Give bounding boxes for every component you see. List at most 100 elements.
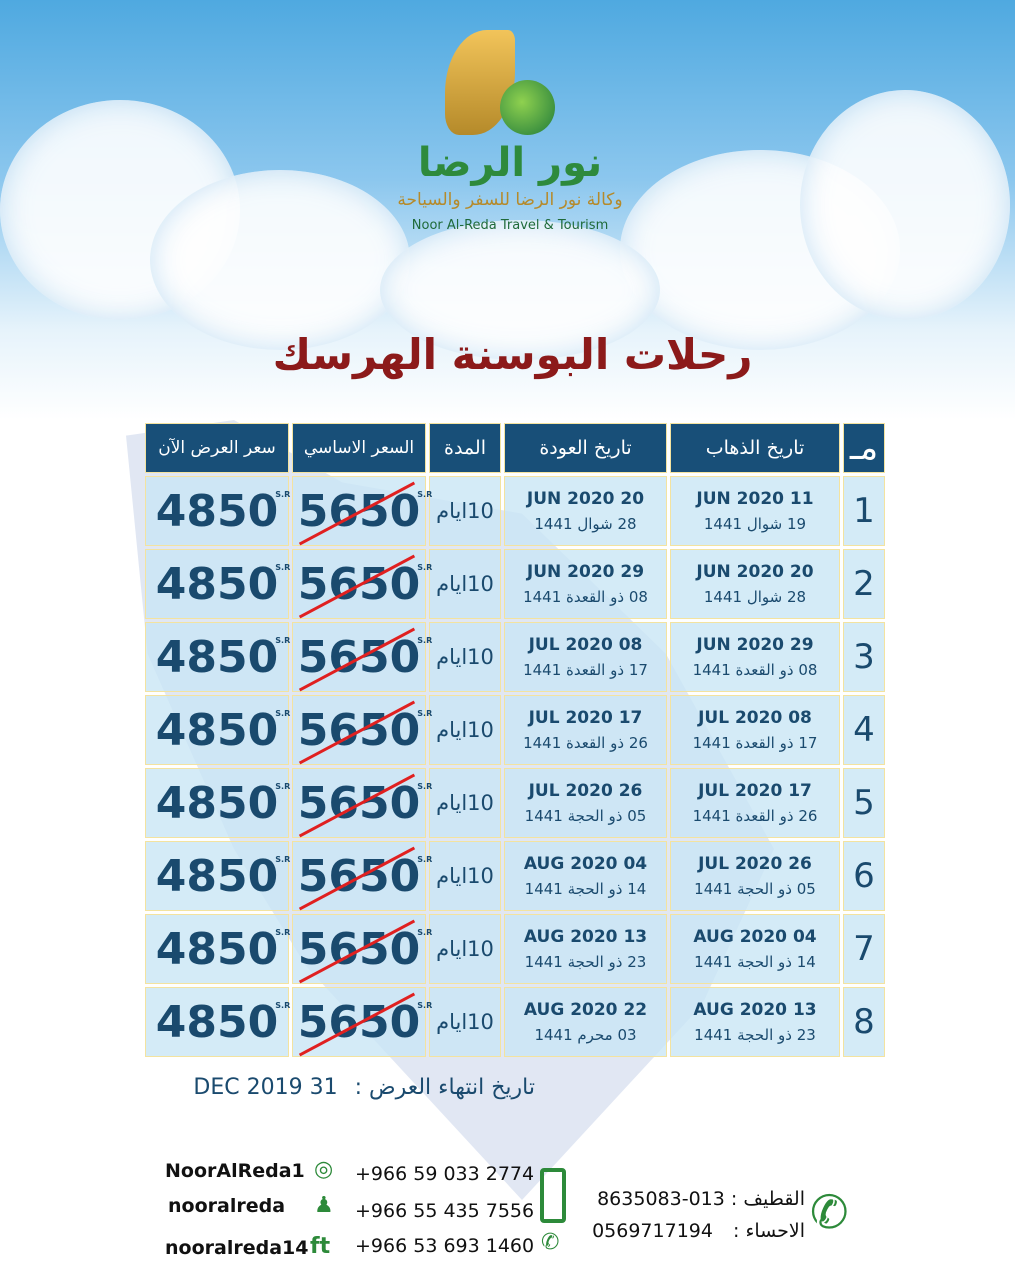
return-cell: 04 AUG 2020 14 ذو الحجة 1441 — [504, 841, 667, 911]
page-title: رحلات البوسنة الهرسك — [272, 330, 753, 379]
currency: S.R — [417, 562, 433, 572]
base-price-cell: 5650S.R — [292, 768, 432, 838]
departure-date: 08 JUL 2020 — [698, 708, 812, 728]
ahsa-number: 0569717194 — [592, 1220, 713, 1242]
return-hijri: 17 ذو القعدة 1441 — [523, 661, 648, 679]
offer-price: 4850 — [155, 558, 279, 610]
return-hijri: 14 ذو الحجة 1441 — [524, 880, 647, 898]
departure-hijri: 28 شوال 1441 — [703, 588, 807, 606]
departure-date: 04 AUG 2020 — [693, 927, 817, 947]
duration: 10ايام — [429, 914, 501, 984]
return-date: 26 JUL 2020 — [528, 781, 643, 801]
return-date: 13 AUG 2020 — [523, 927, 648, 947]
row-number: 5 — [843, 768, 885, 838]
base-price-cell: 5650S.R — [292, 549, 432, 619]
base-price-cell: 5650S.R — [292, 841, 432, 911]
base-price-cell: 5650S.R — [292, 476, 432, 546]
return-date: 17 JUL 2020 — [528, 708, 643, 728]
currency: S.R — [417, 854, 433, 864]
duration: 10ايام — [429, 549, 501, 619]
departure-hijri: 05 ذو الحجة 1441 — [694, 880, 816, 898]
base-price-cell: 5650S.R — [292, 622, 432, 692]
return-date: 04 AUG 2020 — [523, 854, 648, 874]
return-date: 08 JUL 2020 — [528, 635, 643, 655]
globe-icon — [500, 80, 555, 135]
currency: S.R — [275, 708, 291, 718]
duration: 10ايام — [429, 841, 501, 911]
currency: S.R — [417, 489, 433, 499]
currency: S.R — [417, 781, 433, 791]
logo-arabic-name: نور الرضا — [417, 140, 603, 186]
cloud — [380, 220, 660, 360]
departure-hijri: 19 شوال 1441 — [703, 515, 807, 533]
header-departure: تاريخ الذهاب — [670, 423, 840, 473]
departure-hijri: 17 ذو القعدة 1441 — [692, 734, 818, 752]
offer-price-cell: 4850 S.R — [145, 476, 291, 546]
row-number: 7 — [843, 914, 885, 984]
return-date: 20 JUN 2020 — [526, 489, 645, 509]
cloud — [800, 90, 1010, 320]
header-num: مـ — [843, 423, 885, 473]
offer-price: 4850 — [155, 631, 279, 683]
mobile-1: +966 59 033 2774 — [355, 1163, 535, 1185]
table-row: 1 11 JUN 2020 19 شوال 1441 20 JUN 2020 28 … — [145, 476, 885, 546]
logo-arabic-sub: وكالة نور الرضا للسفر والسياحة — [397, 190, 623, 210]
return-hijri: 28 شوال 1441 — [534, 515, 637, 533]
instagram-handle: NoorAlReda1 — [165, 1160, 305, 1182]
duration: 10ايام — [429, 622, 501, 692]
return-hijri: 03 محرم 1441 — [534, 1026, 637, 1044]
return-cell: 22 AUG 2020 03 محرم 1441 — [504, 987, 667, 1057]
departure-cell: 04 AUG 2020 14 ذو الحجة 1441 — [670, 914, 840, 984]
row-number: 2 — [843, 549, 885, 619]
departure-date: 11 JUN 2020 — [696, 489, 814, 509]
return-cell: 13 AUG 2020 23 ذو الحجة 1441 — [504, 914, 667, 984]
currency: S.R — [275, 489, 291, 499]
departure-hijri: 23 ذو الحجة 1441 — [694, 1026, 816, 1044]
offer-price: 4850 — [155, 996, 279, 1048]
phone-icon: ✆ — [810, 1185, 849, 1239]
duration: 10ايام — [429, 768, 501, 838]
return-cell: 29 JUN 2020 08 ذو القعدة 1441 — [504, 549, 667, 619]
qatif-label: القطيف : — [730, 1188, 805, 1210]
departure-cell: 13 AUG 2020 23 ذو الحجة 1441 — [670, 987, 840, 1057]
currency: S.R — [417, 708, 433, 718]
return-hijri: 08 ذو القعدة 1441 — [523, 588, 648, 606]
return-hijri: 05 ذو الحجة 1441 — [524, 807, 647, 825]
currency: S.R — [275, 854, 291, 864]
departure-date: 20 JUN 2020 — [696, 562, 814, 582]
expiry-label: تاريخ انتهاء العرض : — [354, 1075, 535, 1100]
table-row: 8 13 AUG 2020 23 ذو الحجة 1441 22 AUG 202… — [145, 987, 885, 1057]
mobile-2: +966 55 435 7556 — [355, 1200, 535, 1222]
table-header: مـ تاريخ الذهاب تاريخ العودة المدة السعر… — [145, 423, 885, 473]
row-number: 1 — [843, 476, 885, 546]
table-row: 2 20 JUN 2020 28 شوال 1441 29 JUN 2020 08 … — [145, 549, 885, 619]
departure-date: 26 JUL 2020 — [698, 854, 812, 874]
mobile-phone-icon — [540, 1168, 566, 1223]
duration: 10ايام — [429, 476, 501, 546]
row-number: 8 — [843, 987, 885, 1057]
offer-price-cell: 4850 S.R — [145, 768, 290, 838]
departure-date: 17 JUL 2020 — [698, 781, 812, 801]
table-row: 5 17 JUL 2020 26 ذو القعدة 1441 26 JUL 20… — [145, 768, 885, 838]
offer-price-cell: 4850 S.R — [145, 841, 291, 911]
offer-expiry: تاريخ انتهاء العرض : 31 DEC 2019 — [145, 1075, 535, 1100]
offer-price-cell: 4850 S.R — [145, 549, 291, 619]
base-price-cell: 5650S.R — [292, 914, 432, 984]
offer-price: 4850 — [155, 923, 279, 975]
ahsa-phone: الاحساء : 0569717194 — [585, 1220, 805, 1242]
whatsapp-number: +966 53 693 1460 — [355, 1235, 535, 1257]
departure-hijri: 08 ذو القعدة 1441 — [692, 661, 818, 679]
return-cell: 26 JUL 2020 05 ذو الحجة 1441 — [504, 768, 667, 838]
expiry-date: 31 DEC 2019 — [193, 1075, 338, 1100]
offer-price: 4850 — [155, 850, 279, 902]
currency: S.R — [275, 562, 291, 572]
facebook-twitter-handle: nooralreda14 — [165, 1237, 309, 1259]
trips-table: مـ تاريخ الذهاب تاريخ العودة المدة السعر… — [142, 420, 888, 1060]
table-row: 3 29 JUN 2020 08 ذو القعدة 1441 08 JUL 20… — [145, 622, 885, 692]
offer-price: 4850 — [155, 485, 279, 537]
return-cell: 17 JUL 2020 26 ذو القعدة 1441 — [504, 695, 667, 765]
row-number: 6 — [843, 841, 885, 911]
currency: S.R — [275, 927, 291, 937]
instagram-icon: ◎ — [314, 1157, 334, 1182]
return-cell: 20 JUN 2020 28 شوال 1441 — [504, 476, 667, 546]
